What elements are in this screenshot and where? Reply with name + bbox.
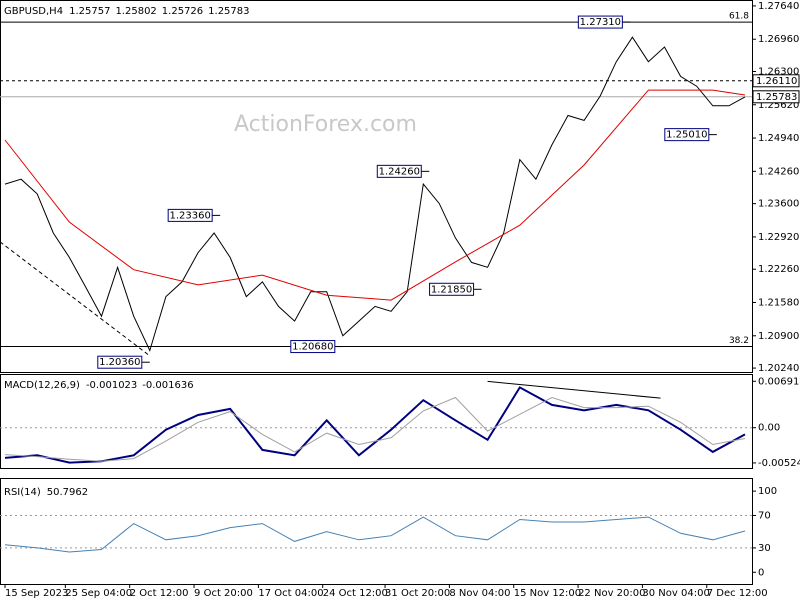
y-tick-label: 70: [758, 510, 771, 521]
y-tick-label: -0.005241: [758, 458, 800, 469]
x-tick-label: 17 Oct 04:00: [258, 588, 323, 599]
panel-title: MACD(12,26,9): [4, 380, 80, 391]
header-value: 1.25757: [69, 6, 110, 17]
fib-label: 61.8: [729, 12, 749, 22]
x-tick-label: 15 Sep 2023: [5, 588, 68, 599]
y-tick-label: 1.24940: [758, 133, 799, 144]
series-line: [4, 386, 746, 464]
panel-title: RSI(14): [4, 487, 41, 498]
price-level-label: 1.26110: [756, 76, 797, 87]
price-level-label: 1.25783: [756, 92, 797, 103]
price-panel: [0, 0, 753, 373]
annotation-label: 1.21850: [431, 284, 472, 295]
y-tick-label: 1.27640: [758, 1, 799, 12]
x-tick-label: 25 Sep 04:00: [65, 588, 132, 599]
header-value: 1.25802: [115, 6, 156, 17]
series-line: [4, 36, 746, 352]
y-tick-label: 1.22260: [758, 264, 799, 275]
price-level-box: [752, 90, 800, 104]
y-tick-label: 30: [758, 543, 771, 554]
x-tick-label: 30 Nov 04:00: [642, 588, 709, 599]
x-tick-label: 15 Nov 12:00: [514, 588, 581, 599]
y-tick-label: 1.26960: [758, 34, 799, 45]
y-tick-label: 0.006915: [758, 376, 800, 387]
trendline: [487, 380, 661, 399]
header-value: -0.001636: [142, 380, 193, 391]
series-line: [4, 396, 746, 462]
annotation-label: 1.20360: [99, 357, 140, 368]
series-line: [4, 516, 746, 553]
annotation-label: 1.23360: [169, 210, 210, 221]
y-tick-label: 1.22920: [758, 232, 799, 243]
annotation-box: [577, 15, 623, 29]
annotation-box: [167, 208, 213, 222]
macd-panel: [0, 374, 753, 469]
x-tick-label: 24 Oct 12:00: [323, 588, 388, 599]
y-tick-label: 1.25620: [758, 100, 799, 111]
header-value: 1.25783: [208, 6, 249, 17]
annotation-box: [664, 128, 710, 142]
annotation-box: [429, 282, 475, 296]
annotation-box: [376, 164, 422, 178]
watermark: ActionForex.com: [234, 112, 417, 137]
y-tick-label: 100: [758, 486, 777, 497]
header-value: 1.25726: [162, 6, 203, 17]
y-tick-label: 1.20240: [758, 363, 799, 374]
y-tick-label: 0.00: [758, 423, 780, 434]
y-tick-label: 1.21580: [758, 298, 799, 309]
header-value: -0.001023: [86, 380, 137, 391]
x-tick-label: 22 Nov 20:00: [578, 588, 645, 599]
y-tick-label: 1.20900: [758, 331, 799, 342]
x-tick-label: 8 Nov 04:00: [449, 588, 510, 599]
y-tick-label: 1.26300: [758, 66, 799, 77]
annotation-label: 1.24260: [379, 166, 420, 177]
rsi-panel: [0, 478, 753, 585]
annotation-label: 1.25010: [666, 130, 707, 141]
annotation-box: [290, 340, 336, 354]
trendline: [0, 241, 151, 357]
x-tick-label: 7 Dec 12:00: [707, 588, 768, 599]
annotation-label: 1.27310: [580, 17, 621, 28]
y-tick-label: 1.23600: [758, 199, 799, 210]
fib-label: 38.2: [729, 336, 749, 346]
x-tick-label: 9 Oct 20:00: [194, 588, 253, 599]
header-value: 50.7962: [47, 487, 88, 498]
price-level-box: [752, 74, 800, 88]
panel-title: GBPUSD,H4: [4, 6, 63, 17]
x-tick-label: 31 Oct 20:00: [385, 588, 450, 599]
y-tick-label: 0: [758, 567, 764, 578]
x-tick-label: 2 Oct 12:00: [130, 588, 189, 599]
series-line: [4, 89, 746, 301]
y-tick-label: 1.24260: [758, 166, 799, 177]
annotation-box: [97, 355, 143, 369]
annotation-label: 1.20680: [292, 342, 333, 353]
